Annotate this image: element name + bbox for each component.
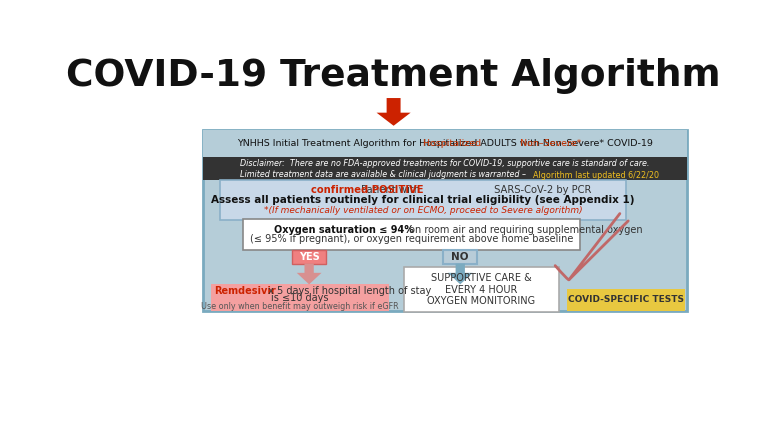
- Text: Assess all patients routinely for clinical trial eligibility (see Appendix 1): Assess all patients routinely for clinic…: [211, 195, 635, 206]
- Polygon shape: [376, 98, 411, 126]
- Text: is ≤10 days: is ≤10 days: [271, 293, 329, 303]
- Text: YES: YES: [299, 252, 319, 262]
- Polygon shape: [296, 264, 322, 284]
- FancyBboxPatch shape: [220, 181, 626, 220]
- Text: Algorithm last updated 6/22/20: Algorithm last updated 6/22/20: [533, 172, 659, 180]
- Text: SARS-CoV-2 by PCR: SARS-CoV-2 by PCR: [492, 185, 591, 195]
- Text: *(If mechanically ventilated or on ECMO, proceed to Severe algorithm): *(If mechanically ventilated or on ECMO,…: [263, 206, 582, 215]
- Text: Hospitalized             Non–Severe*: Hospitalized Non–Severe*: [309, 139, 581, 148]
- FancyBboxPatch shape: [203, 130, 687, 156]
- Text: (≤ 95% if pregnant), or oxygen requirement above home baseline: (≤ 95% if pregnant), or oxygen requireme…: [250, 234, 573, 244]
- Text: SUPPORTIVE CARE &
EVERY 4 HOUR
OXYGEN MONITORING: SUPPORTIVE CARE & EVERY 4 HOUR OXYGEN MO…: [427, 273, 535, 306]
- FancyBboxPatch shape: [203, 130, 687, 311]
- FancyBboxPatch shape: [243, 219, 580, 250]
- Text: on room air and requiring supplemental oxygen: on room air and requiring supplemental o…: [406, 226, 643, 235]
- Text: COVID-19 Treatment Algorithm: COVID-19 Treatment Algorithm: [66, 58, 721, 95]
- FancyBboxPatch shape: [210, 284, 389, 311]
- Text: NO: NO: [452, 252, 469, 262]
- Text: confirmed POSITIVE: confirmed POSITIVE: [262, 185, 423, 195]
- Text: COVID-SPECIFIC TESTS: COVID-SPECIFIC TESTS: [568, 295, 684, 304]
- FancyBboxPatch shape: [292, 250, 326, 264]
- Text: Disclaimer:  There are no FDA-approved treatments for COVID-19, supportive care : Disclaimer: There are no FDA-approved tr…: [240, 159, 650, 178]
- Text: Patient with: Patient with: [361, 185, 423, 195]
- Text: YNHHS Initial Treatment Algorithm for Hospitalized ADULTS with Non–Severe* COVID: YNHHS Initial Treatment Algorithm for Ho…: [237, 139, 653, 148]
- FancyBboxPatch shape: [405, 267, 558, 312]
- Polygon shape: [448, 264, 472, 284]
- Text: Remdesivir: Remdesivir: [214, 286, 276, 295]
- FancyBboxPatch shape: [568, 289, 685, 311]
- Text: Oxygen saturation ≤ 94%: Oxygen saturation ≤ 94%: [274, 226, 414, 235]
- FancyBboxPatch shape: [203, 156, 687, 181]
- Text: x 5 days if hospital length of stay: x 5 days if hospital length of stay: [265, 286, 431, 295]
- Text: Use only when benefit may outweigh risk if eGFR: Use only when benefit may outweigh risk …: [201, 302, 399, 311]
- FancyBboxPatch shape: [443, 250, 477, 264]
